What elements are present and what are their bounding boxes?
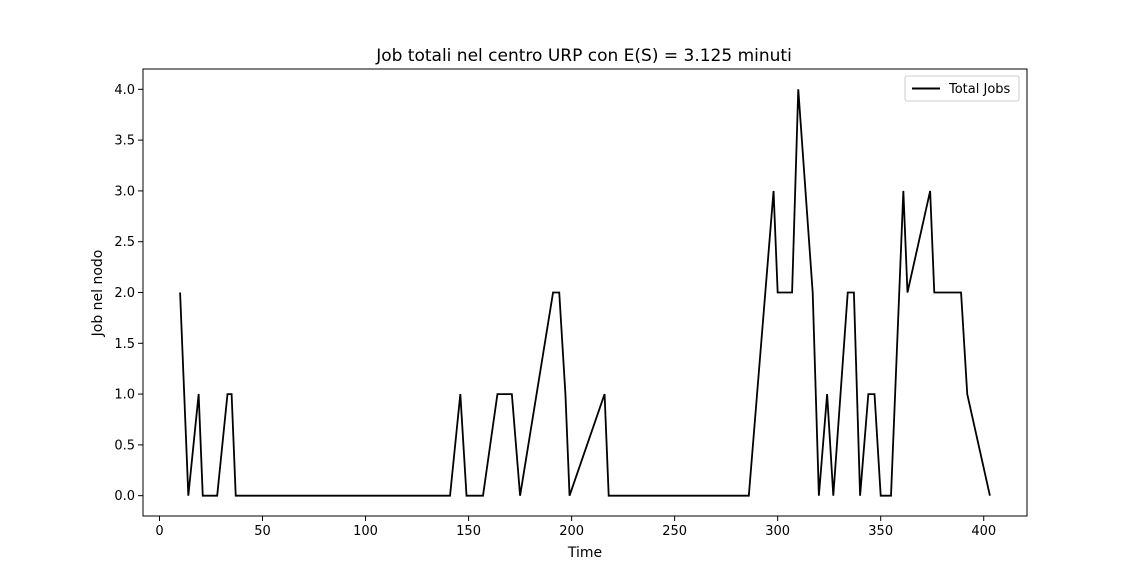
y-tick-label: 2.5 xyxy=(114,235,135,250)
x-axis-ticks: 0 50 100 150 200 250 300 350 400 xyxy=(155,516,996,539)
y-tick-label: 4.0 xyxy=(114,83,135,98)
x-tick-label: 300 xyxy=(765,524,790,539)
x-tick-label: 250 xyxy=(662,524,687,539)
x-tick-label: 400 xyxy=(971,524,996,539)
y-tick-label: 1.0 xyxy=(114,388,135,403)
x-axis-label: Time xyxy=(567,545,602,561)
x-tick-label: 150 xyxy=(456,524,481,539)
x-tick-label: 350 xyxy=(868,524,893,539)
y-axis-label: Job nel nodo xyxy=(90,250,106,338)
y-tick-label: 3.0 xyxy=(114,184,135,199)
x-tick-label: 0 xyxy=(155,524,163,539)
x-tick-label: 200 xyxy=(559,524,584,539)
x-tick-label: 50 xyxy=(254,524,271,539)
y-tick-label: 2.0 xyxy=(114,286,135,301)
series-line-total-jobs xyxy=(179,89,991,497)
legend: Total Jobs xyxy=(904,75,1020,102)
legend-box xyxy=(904,75,1020,102)
y-tick-label: 3.5 xyxy=(114,134,135,149)
y-tick-label: 0.5 xyxy=(114,438,135,453)
y-tick-label: 1.5 xyxy=(114,337,135,352)
legend-entry-label: Total Jobs xyxy=(948,82,1011,97)
chart-title: Job totali nel centro URP con E(S) = 3.1… xyxy=(375,46,792,66)
y-tick-label: 0.0 xyxy=(114,489,135,504)
y-axis-ticks: 0.0 0.5 1.0 1.5 2.0 2.5 3.0 3.5 4.0 xyxy=(114,83,143,504)
series-layer xyxy=(179,89,991,497)
x-tick-label: 100 xyxy=(353,524,378,539)
